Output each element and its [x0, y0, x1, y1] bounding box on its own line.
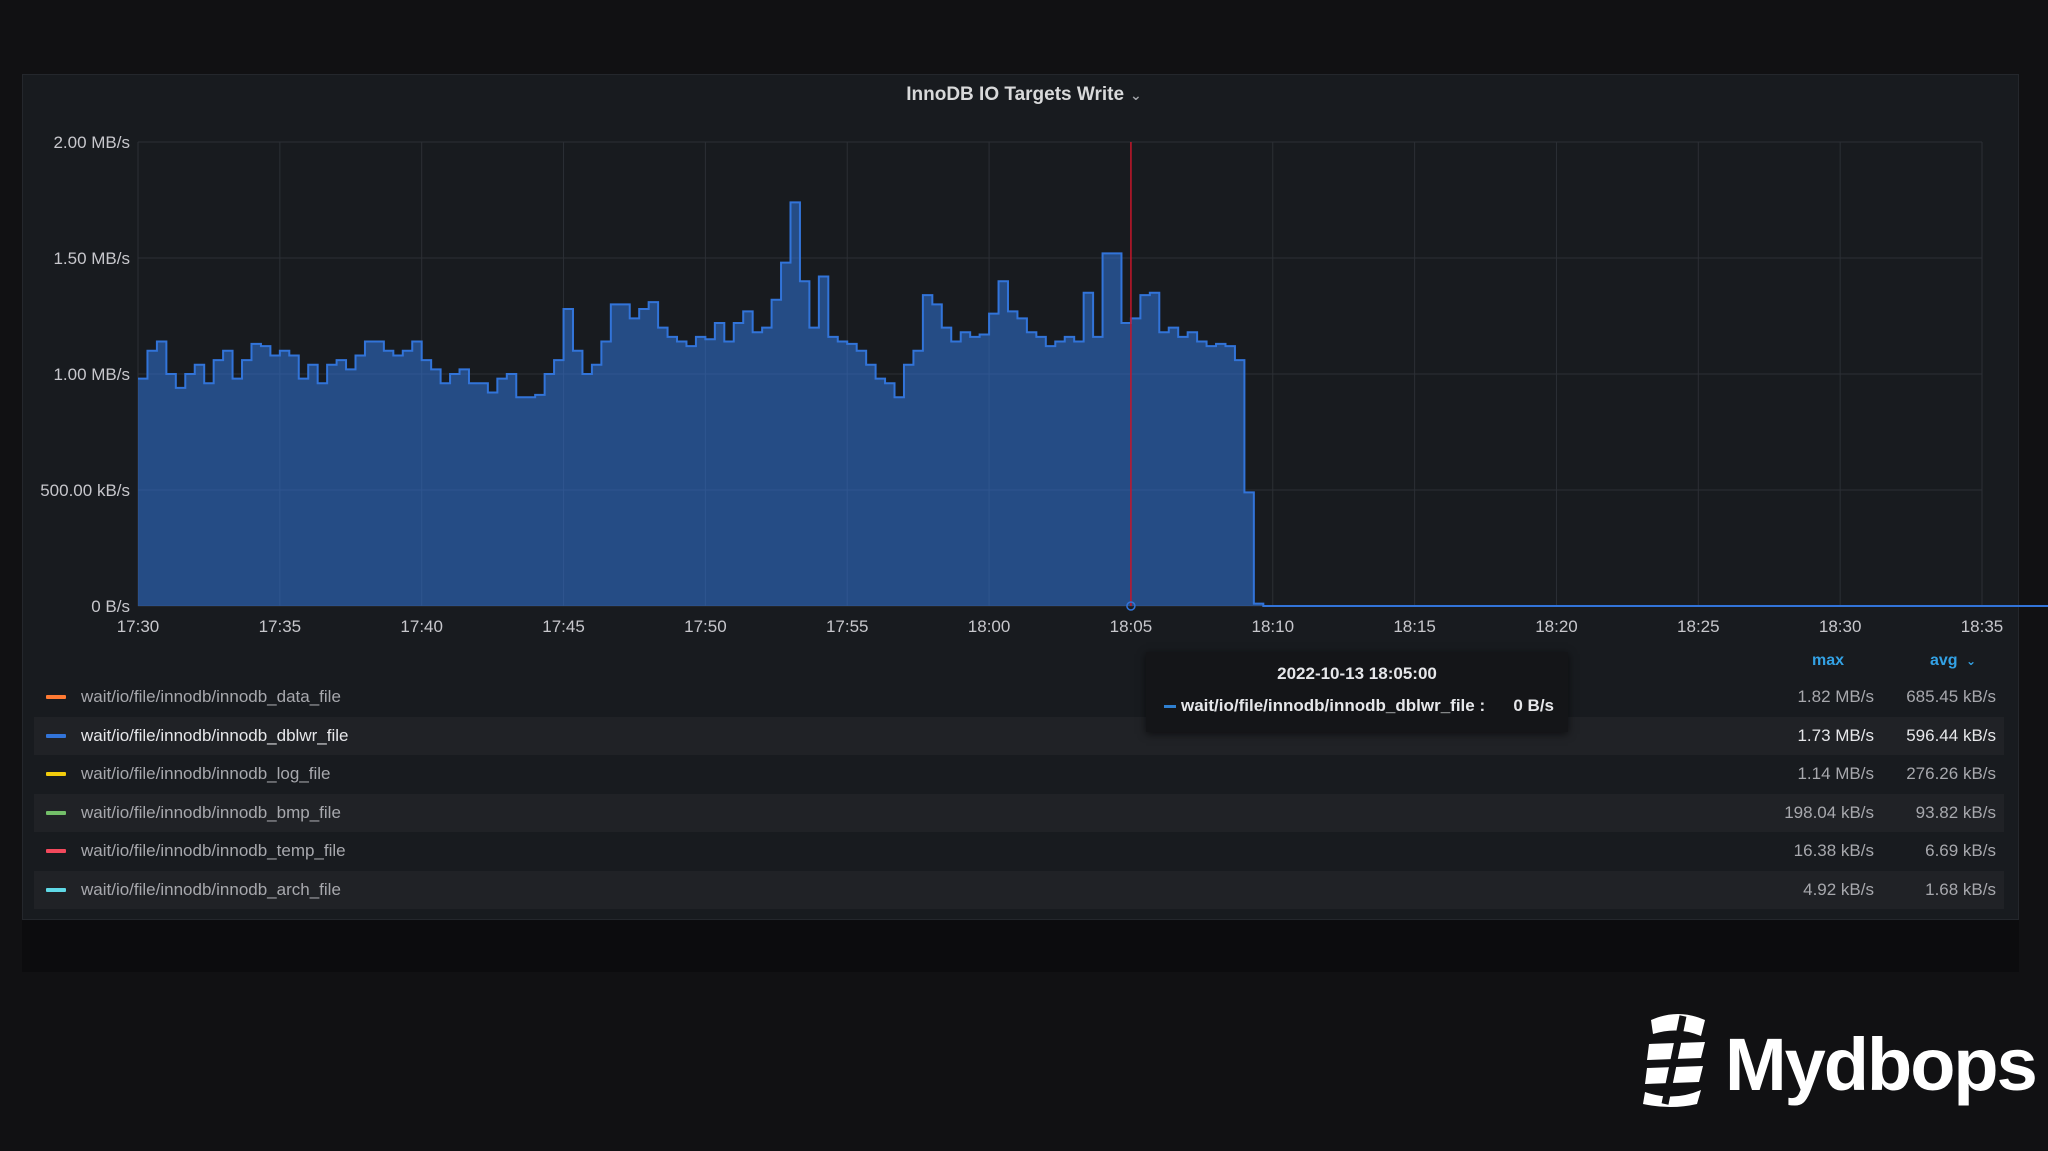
legend-series-name[interactable]: wait/io/file/innodb/innodb_arch_file — [81, 879, 341, 899]
legend-max-value: 16.38 kB/s — [1793, 841, 1874, 860]
sort-chevron-icon[interactable]: ⌄ — [1966, 654, 1977, 668]
x-tick-label: 18:05 — [1110, 617, 1153, 636]
legend-avg-value: 6.69 kB/s — [1925, 841, 1996, 860]
legend-row[interactable]: wait/io/file/innodb/innodb_data_file 1.82… — [34, 678, 2004, 716]
y-tick-label: 1.00 MB/s — [53, 365, 130, 384]
chevron-down-icon[interactable]: ⌄ — [1130, 87, 1142, 103]
x-tick-label: 18:35 — [1961, 617, 2004, 636]
series-marker-icon — [1164, 705, 1176, 709]
tooltip-value: 0 B/s — [1513, 696, 1554, 715]
y-tick-label: 1.50 MB/s — [53, 249, 130, 268]
series-color-swatch-icon[interactable] — [46, 887, 66, 892]
legend-max-value: 1.14 MB/s — [1797, 764, 1874, 783]
legend-max-value: 4.92 kB/s — [1803, 879, 1874, 899]
legend-avg-value: 276.26 kB/s — [1906, 764, 1996, 783]
x-tick-label: 18:15 — [1393, 617, 1436, 636]
legend-max-value: 1.82 MB/s — [1797, 687, 1874, 706]
x-tick-label: 18:30 — [1819, 617, 1862, 636]
x-tick-label: 17:30 — [117, 617, 160, 636]
legend-row[interactable]: wait/io/file/innodb/innodb_bmp_file 198.0… — [34, 793, 2004, 832]
legend-max-value: 1.73 MB/s — [1797, 725, 1874, 745]
tooltip-series-name: wait/io/file/innodb/innodb_dblwr_file : — [1181, 696, 1486, 715]
panel-footer-strip — [22, 920, 2019, 972]
legend-row[interactable]: wait/io/file/innodb/innodb_temp_file 16.3… — [34, 832, 2004, 870]
legend-series-name[interactable]: wait/io/file/innodb/innodb_bmp_file — [81, 802, 341, 822]
x-tick-label: 18:25 — [1677, 617, 1720, 636]
x-tick-label: 18:10 — [1251, 617, 1294, 636]
legend-max-value: 198.04 kB/s — [1784, 802, 1874, 822]
mydbops-logo: Mydbops — [1643, 1012, 2038, 1117]
legend-avg-value: 93.82 kB/s — [1915, 802, 1996, 822]
series-color-swatch-icon[interactable] — [46, 695, 66, 699]
x-tick-label: 18:20 — [1535, 617, 1578, 636]
legend-series-name[interactable]: wait/io/file/innodb/innodb_log_file — [81, 764, 331, 783]
series-color-swatch-icon[interactable] — [46, 849, 66, 853]
x-tick-label: 17:40 — [400, 617, 443, 636]
x-tick-label: 17:35 — [259, 617, 302, 636]
legend-series-name[interactable]: wait/io/file/innodb/innodb_data_file — [81, 687, 341, 706]
brand-wordmark: Mydbops — [1725, 1023, 2038, 1106]
legend-header-avg[interactable]: avg ⌄ — [1930, 652, 1976, 672]
chart-svg[interactable]: 0 B/s 500.00 kB/s 1.00 MB/s 1.50 MB/s 2.00 M… — [0, 0, 2048, 660]
series-color-swatch-icon[interactable] — [46, 733, 66, 738]
legend-series-name[interactable]: wait/io/file/innodb/innodb_dblwr_file — [81, 725, 349, 745]
y-tick-label: 500.00 kB/s — [40, 481, 130, 500]
x-tick-label: 17:55 — [826, 617, 869, 636]
hover-tooltip: 2022-10-13 18:05:00 wait/io/file/innodb/… — [1146, 652, 1568, 732]
panel-title-text[interactable]: InnoDB IO Targets Write — [906, 84, 1125, 105]
legend-avg-value: 685.45 kB/s — [1906, 687, 1996, 706]
y-tick-label: 2.00 MB/s — [53, 133, 130, 152]
legend-series-name[interactable]: wait/io/file/innodb/innodb_temp_file — [81, 841, 346, 860]
legend-header-avg-label[interactable]: avg — [1930, 652, 1958, 669]
x-tick-label: 17:45 — [542, 617, 585, 636]
legend-row[interactable]: wait/io/file/innodb/innodb_dblwr_file 1.7… — [34, 716, 2004, 755]
series-color-swatch-icon[interactable] — [46, 772, 66, 776]
panel-title[interactable]: InnoDB IO Targets Write ⌄ — [0, 84, 2048, 106]
series-area — [138, 202, 2048, 606]
legend-row[interactable]: wait/io/file/innodb/innodb_log_file 1.14 … — [34, 755, 2004, 793]
x-tick-label: 18:00 — [968, 617, 1011, 636]
mydbops-logo-mark-icon — [1643, 1014, 1705, 1107]
y-tick-label: 0 B/s — [91, 597, 130, 616]
x-tick-label: 17:50 — [684, 617, 727, 636]
series-color-swatch-icon[interactable] — [46, 810, 66, 815]
legend-header-max[interactable]: max — [1812, 652, 1845, 669]
legend-avg-value: 1.68 kB/s — [1925, 879, 1996, 899]
hover-point-marker — [1126, 601, 1136, 611]
legend-avg-value: 596.44 kB/s — [1906, 725, 1996, 745]
legend-row[interactable]: wait/io/file/innodb/innodb_arch_file 4.92… — [34, 870, 2004, 909]
tooltip-timestamp: 2022-10-13 18:05:00 — [1277, 664, 1437, 683]
tooltip-series: wait/io/file/innodb/innodb_dblwr_file : — [1164, 696, 1485, 716]
